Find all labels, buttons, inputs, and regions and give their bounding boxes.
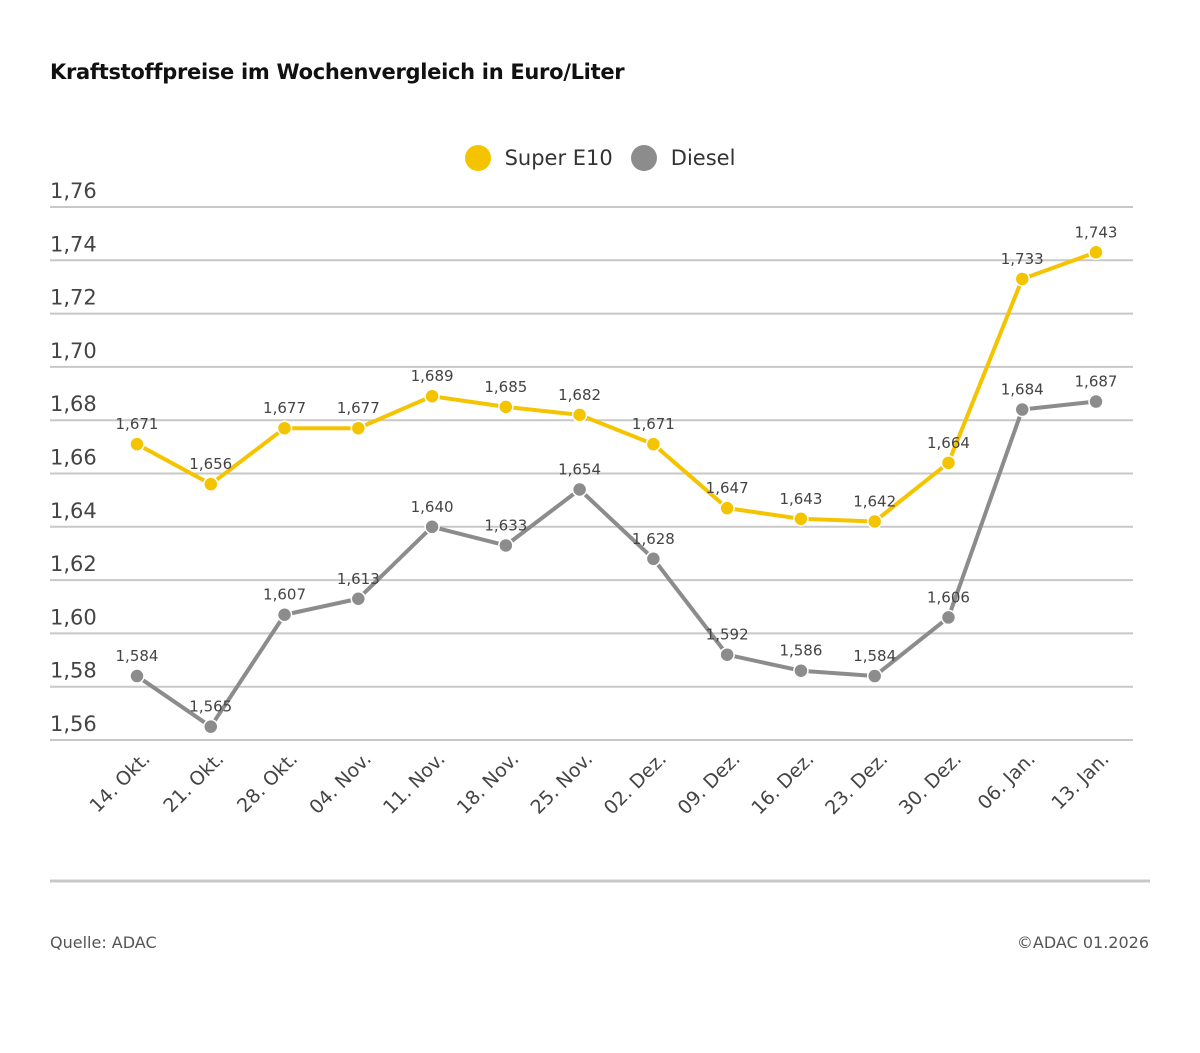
data-point	[571, 481, 588, 498]
x-tick-label: 30. Dez.	[895, 748, 966, 819]
data-point	[719, 646, 735, 663]
y-tick-label: 1,70	[50, 339, 97, 363]
y-tick-label: 1,66	[50, 446, 97, 470]
data-label: 1,613	[337, 570, 380, 588]
y-tick-label: 1,60	[50, 605, 97, 629]
data-point	[350, 420, 367, 436]
data-label: 1,656	[189, 455, 232, 473]
data-label: 1,684	[1001, 381, 1044, 399]
data-label: 1,643	[779, 490, 822, 508]
data-label: 1,607	[263, 586, 306, 604]
y-tick-label: 1,62	[50, 552, 97, 576]
data-point	[1014, 271, 1030, 287]
x-tick-label: 18. Nov.	[453, 748, 524, 819]
data-point	[129, 668, 145, 684]
data-label: 1,689	[411, 367, 454, 385]
data-label: 1,640	[411, 498, 454, 516]
legend-marker-icon	[464, 145, 491, 171]
y-tick-label: 1,58	[50, 659, 97, 683]
data-label: 1,647	[706, 479, 749, 497]
x-tick-label: 21. Okt.	[159, 748, 228, 817]
data-label: 1,633	[484, 516, 527, 534]
data-point	[498, 399, 514, 415]
copyright-note: ©ADAC 01.2026	[1016, 933, 1149, 952]
data-point	[1014, 401, 1030, 418]
data-label: 1,733	[1001, 250, 1044, 268]
data-label: 1,682	[558, 386, 601, 404]
data-point	[866, 513, 883, 530]
data-label: 1,671	[632, 415, 675, 433]
legend-item-super-e10: Super E10	[464, 145, 613, 171]
data-point	[424, 519, 440, 535]
data-point	[276, 606, 293, 623]
data-label: 1,664	[927, 434, 970, 452]
x-tick-label: 06. Jan.	[974, 748, 1040, 814]
x-tick-label: 16. Dez.	[747, 748, 818, 819]
data-label: 1,584	[853, 647, 896, 665]
legend: Super E10 Diesel	[0, 145, 1200, 171]
data-point	[1088, 244, 1104, 261]
x-tick-label: 14. Okt.	[85, 748, 154, 817]
x-tick-label: 09. Dez.	[674, 748, 745, 819]
legend-marker-icon	[630, 145, 657, 171]
data-point	[645, 551, 662, 567]
data-label: 1,677	[263, 399, 306, 417]
data-point	[276, 420, 293, 436]
data-label: 1,654	[558, 460, 601, 478]
data-label: 1,677	[337, 399, 380, 417]
data-label: 1,687	[1075, 373, 1118, 391]
data-label: 1,685	[484, 378, 527, 396]
data-point	[350, 591, 367, 607]
data-label: 1,642	[853, 492, 896, 510]
series-line-diesel	[135, 399, 1097, 729]
data-point	[498, 537, 514, 554]
y-tick-label: 1,64	[50, 499, 97, 523]
data-point	[203, 718, 219, 735]
data-point	[793, 662, 809, 679]
data-label: 1,592	[706, 626, 749, 644]
source-note: Quelle: ADAC	[50, 933, 157, 952]
data-point	[866, 668, 883, 684]
x-tick-label: 28. Okt.	[233, 748, 302, 817]
data-point	[719, 500, 735, 516]
y-tick-label: 1,72	[50, 286, 97, 310]
x-tick-label: 13. Jan.	[1047, 748, 1113, 814]
data-label: 1,743	[1075, 223, 1118, 241]
data-label: 1,584	[116, 647, 159, 665]
chart-title: Kraftstoffpreise im Wochenvergleich in E…	[50, 60, 625, 84]
y-tick-label: 1,76	[50, 179, 97, 203]
x-tick-label: 23. Dez.	[821, 748, 892, 819]
data-point	[571, 407, 588, 423]
legend-item-diesel: Diesel	[630, 145, 736, 171]
data-point	[129, 436, 145, 452]
data-label: 1,606	[927, 588, 970, 606]
data-point	[940, 609, 957, 626]
data-label: 1,628	[632, 530, 675, 548]
y-tick-label: 1,74	[50, 232, 97, 256]
y-tick-label: 1,56	[50, 712, 97, 736]
data-point	[940, 455, 957, 471]
y-tick-label: 1,68	[50, 392, 97, 416]
data-label: 1,565	[189, 698, 232, 716]
series-line-super-e10	[136, 250, 1097, 524]
data-label: 1,671	[116, 415, 159, 433]
x-tick-label: 02. Dez.	[600, 748, 671, 819]
data-point	[424, 388, 440, 404]
x-tick-label: 25. Nov.	[527, 748, 598, 819]
data-label: 1,586	[779, 642, 822, 660]
data-point	[645, 436, 662, 452]
data-point	[793, 511, 809, 527]
legend-label: Diesel	[670, 146, 736, 170]
data-point	[1088, 393, 1104, 410]
x-tick-label: 11. Nov.	[379, 748, 450, 819]
data-point	[203, 476, 219, 492]
legend-label: Super E10	[504, 146, 613, 170]
x-tick-label: 04. Nov.	[305, 748, 376, 819]
